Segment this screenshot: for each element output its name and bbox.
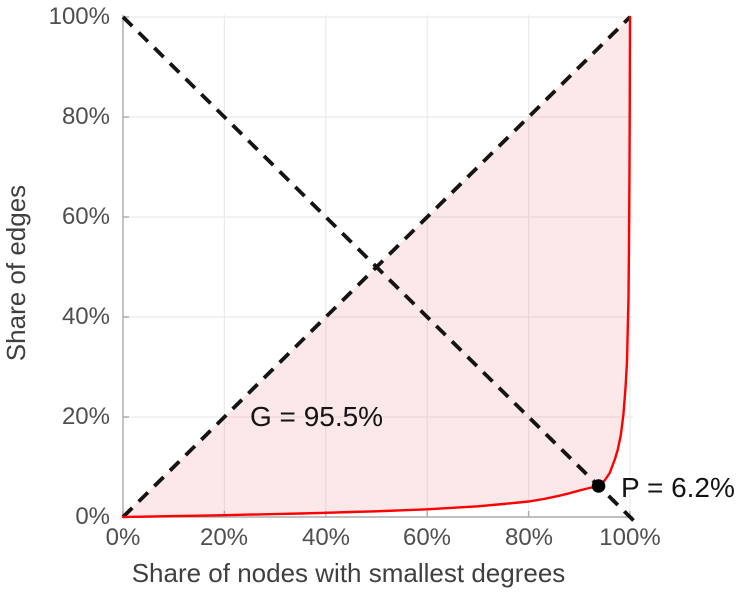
x-tick-60: 60% <box>402 524 452 551</box>
x-tick-40: 40% <box>301 524 351 551</box>
point-p-annotation: P = 6.2% <box>621 472 735 503</box>
x-tick-0: 0% <box>105 524 141 551</box>
x-axis-title: Share of nodes with smallest degrees <box>131 558 566 588</box>
y-tick-60: 60% <box>61 203 110 230</box>
y-tick-100: 100% <box>48 3 110 30</box>
lorenz-curve <box>121 15 632 519</box>
y-tick-40: 40% <box>61 303 110 330</box>
y-tick-0: 0% <box>75 503 110 530</box>
anti-diagonal-line <box>121 15 638 525</box>
x-tick-100: 100% <box>599 524 661 551</box>
y-tick-20: 20% <box>61 403 110 430</box>
x-tick-80: 80% <box>504 524 554 551</box>
point-p-marker <box>591 479 606 493</box>
gini-annotation: G = 95.5% <box>250 401 384 432</box>
x-tick-20: 20% <box>199 524 249 551</box>
y-axis-title: Share of edges <box>1 184 31 362</box>
y-tick-80: 80% <box>61 103 110 130</box>
